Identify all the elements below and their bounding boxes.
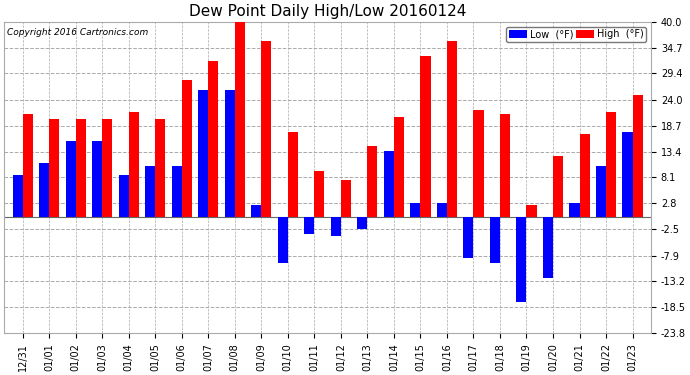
Bar xyxy=(437,203,447,217)
Bar xyxy=(341,180,351,217)
Bar xyxy=(357,217,367,229)
Bar xyxy=(447,41,457,217)
Bar xyxy=(464,217,473,258)
Bar xyxy=(606,112,616,217)
Bar xyxy=(473,110,484,217)
Bar xyxy=(119,176,129,217)
Bar xyxy=(394,117,404,217)
Bar xyxy=(490,217,500,263)
Bar xyxy=(420,56,431,217)
Bar xyxy=(235,22,245,217)
Bar xyxy=(331,217,341,237)
Bar xyxy=(155,119,166,217)
Bar xyxy=(288,132,298,217)
Bar xyxy=(208,61,219,217)
Bar xyxy=(251,205,262,217)
Bar xyxy=(622,132,633,217)
Bar xyxy=(596,166,606,217)
Bar xyxy=(304,217,315,234)
Bar xyxy=(633,95,642,217)
Bar xyxy=(411,203,420,217)
Bar xyxy=(262,41,271,217)
Bar xyxy=(181,80,192,217)
Bar xyxy=(516,217,526,302)
Bar xyxy=(225,90,235,217)
Bar xyxy=(367,146,377,217)
Bar xyxy=(543,217,553,278)
Bar xyxy=(278,217,288,263)
Bar xyxy=(198,90,208,217)
Text: Copyright 2016 Cartronics.com: Copyright 2016 Cartronics.com xyxy=(8,28,148,37)
Bar xyxy=(92,141,102,217)
Bar xyxy=(569,203,580,217)
Legend: Low  (°F), High  (°F): Low (°F), High (°F) xyxy=(506,27,647,42)
Bar xyxy=(129,112,139,217)
Bar xyxy=(145,166,155,217)
Bar xyxy=(553,156,563,217)
Bar xyxy=(49,119,59,217)
Bar xyxy=(172,166,181,217)
Bar xyxy=(315,171,324,217)
Title: Dew Point Daily High/Low 20160124: Dew Point Daily High/Low 20160124 xyxy=(189,4,466,19)
Bar xyxy=(66,141,76,217)
Bar xyxy=(384,151,394,217)
Bar xyxy=(580,134,589,217)
Bar xyxy=(102,119,112,217)
Bar xyxy=(39,163,49,217)
Bar xyxy=(500,114,510,217)
Bar xyxy=(76,119,86,217)
Bar xyxy=(23,114,33,217)
Bar xyxy=(12,176,23,217)
Bar xyxy=(526,205,537,217)
